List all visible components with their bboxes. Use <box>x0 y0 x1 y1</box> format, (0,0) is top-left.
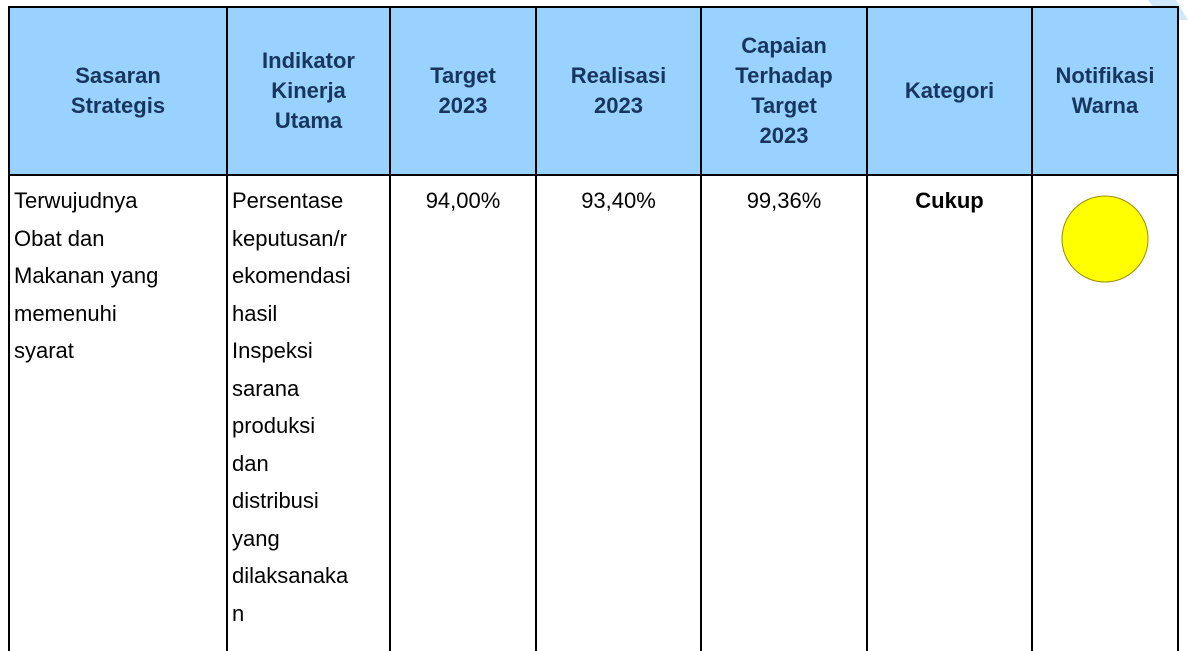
cell-line: memenuhi <box>14 300 117 326</box>
cell-line: dan <box>232 450 269 476</box>
cell-line: Strategis <box>70 93 166 118</box>
cell-line: Terhadap <box>735 63 833 88</box>
table-cell <box>1031 174 1179 651</box>
cell-line: Indikator <box>262 48 355 73</box>
cell-line: Kategori <box>904 78 995 103</box>
header-cell: Notifikasi Warna <box>1031 6 1179 176</box>
cell-line: 99,36% <box>746 188 822 213</box>
header-cell: Kategori <box>866 6 1033 176</box>
cell-line: Sasaran <box>75 63 161 88</box>
cell-line: Terwujudnya <box>14 188 138 213</box>
cell-line: sarana <box>232 375 300 401</box>
cell-line: Inspeksi <box>232 338 313 363</box>
cell-line: Kinerja <box>271 78 346 103</box>
cell-line: Target <box>430 63 496 88</box>
table-cell: Cukup <box>866 174 1033 651</box>
cell-line: Makanan yang <box>14 263 159 288</box>
cell-line: produksi <box>232 413 316 438</box>
cell-line: Notifikasi <box>1055 63 1155 88</box>
color-indicator <box>1061 195 1149 283</box>
table-body: Terwujudnya Obat dan Makanan yang memenuhi s… <box>8 174 1179 651</box>
header-row: Sasaran Strategis Indikator Kinerja Utama Tar… <box>8 6 1179 176</box>
header-cell: Capaian Terhadap Target 2023 <box>700 6 868 176</box>
cell-line: yang <box>232 525 280 551</box>
table-cell: 94,00% <box>389 174 537 651</box>
cell-line: Realisasi <box>570 63 667 88</box>
cell-line: 2023 <box>594 93 643 118</box>
header-cell: Target 2023 <box>389 6 537 176</box>
cell-line: Cukup <box>915 188 984 213</box>
cell-line: 2023 <box>438 93 488 118</box>
cell-line: keputusan/r <box>232 225 347 251</box>
table-cell: Persentase keputusan/r ekomendasi hasil Insp… <box>226 174 391 651</box>
cell-line: Target <box>751 93 817 118</box>
header-cell: Sasaran Strategis <box>8 6 228 176</box>
performance-table: Sasaran Strategis Indikator Kinerja Utama Tar… <box>8 6 1179 651</box>
cell-line: Utama <box>274 108 343 133</box>
table-cell: 99,36% <box>700 174 868 651</box>
cell-line: Capaian <box>741 33 827 58</box>
yellow-circle <box>1061 195 1149 283</box>
cell-line: distribusi <box>232 488 319 513</box>
cell-line: 93,40% <box>581 188 656 213</box>
cell-line: dilaksanaka <box>232 563 349 588</box>
cell-line: Persentase <box>232 188 344 213</box>
cell-line: n <box>232 600 245 626</box>
cell-line: ekomendasi <box>232 263 351 288</box>
table-row: Terwujudnya Obat dan Makanan yang memenuhi s… <box>8 174 1179 651</box>
table-cell: 93,40% <box>535 174 702 651</box>
cell-line: hasil <box>232 300 278 326</box>
header-cell: Realisasi 2023 <box>535 6 702 176</box>
cell-line: 94,00% <box>425 188 501 213</box>
cell-line: 2023 <box>759 123 809 148</box>
header-cell: Indikator Kinerja Utama <box>226 6 391 176</box>
cell-line: syarat <box>14 338 74 363</box>
cell-line: Warna <box>1071 93 1139 118</box>
cell-line: Obat dan <box>14 225 105 251</box>
table-cell: Terwujudnya Obat dan Makanan yang memenuhi s… <box>8 174 228 651</box>
